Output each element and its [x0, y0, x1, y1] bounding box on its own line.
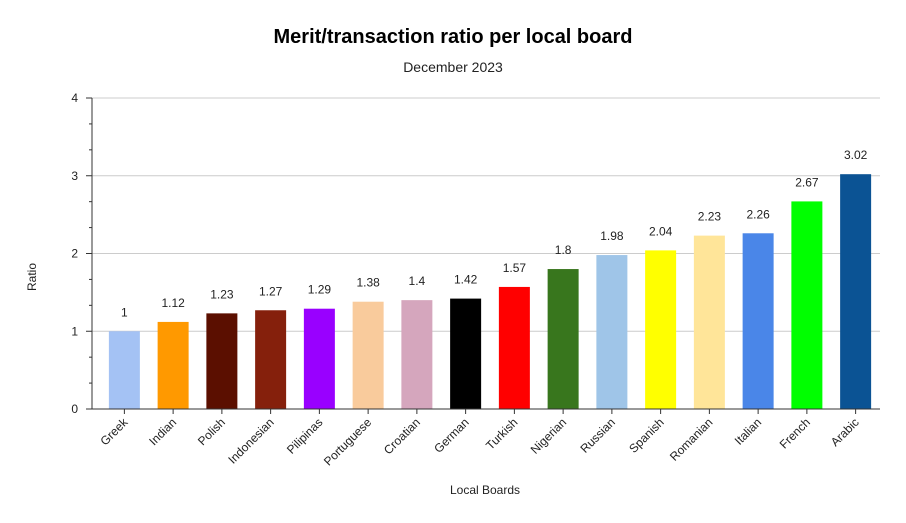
bar-turkish — [498, 286, 530, 409]
axes — [86, 97, 880, 414]
bar-portuguese — [352, 301, 384, 409]
x-tick-label: Russian — [577, 415, 618, 456]
x-tick-label: Polish — [195, 415, 228, 448]
bar-spanish — [645, 250, 677, 409]
x-tick-label: Nigerian — [528, 415, 570, 457]
bar-polish — [206, 313, 238, 409]
bar-german — [450, 298, 482, 409]
x-tick-label: Indonesian — [225, 415, 276, 466]
data-label: 1.29 — [308, 283, 332, 297]
data-label: 1.98 — [600, 229, 624, 243]
x-axis-title: Local Boards — [450, 483, 520, 497]
bar-russian — [596, 255, 628, 409]
data-label: 1.57 — [503, 261, 527, 275]
x-tick-label: French — [777, 415, 813, 451]
x-tick-label: Spanish — [626, 415, 667, 456]
y-tick-label: 0 — [71, 402, 78, 416]
x-tick-label: Croatian — [381, 415, 423, 457]
bar-greek — [108, 331, 140, 409]
data-label: 1.42 — [454, 273, 478, 287]
data-label: 2.26 — [746, 207, 770, 221]
data-label: 1.27 — [259, 284, 283, 298]
chart-title: Merit/transaction ratio per local board — [273, 26, 633, 48]
data-label: 1.23 — [210, 287, 234, 301]
x-tick-label: Arabic — [828, 415, 862, 449]
bar-indonesian — [255, 310, 287, 409]
data-label: 1.12 — [161, 296, 185, 310]
bars — [108, 174, 872, 409]
data-label: 2.04 — [649, 224, 673, 238]
data-label: 1.4 — [409, 274, 426, 288]
chart-subtitle: December 2023 — [403, 59, 503, 75]
bar-indian — [157, 321, 189, 409]
x-tick-label: Greek — [97, 415, 131, 449]
data-label: 1.8 — [555, 243, 572, 257]
data-label: 3.02 — [844, 148, 868, 162]
y-tick-label: 1 — [71, 324, 78, 338]
data-label: 1 — [121, 305, 128, 319]
y-tick-label: 4 — [71, 91, 78, 105]
bar-pilipinas — [303, 308, 335, 409]
y-axis-title: Ratio — [25, 263, 39, 291]
bar-croatian — [401, 300, 433, 409]
y-tick-label: 2 — [71, 247, 78, 261]
bar-french — [791, 201, 823, 409]
bar-romanian — [693, 235, 725, 409]
x-tick-label: German — [431, 415, 472, 456]
data-label: 2.67 — [795, 175, 819, 189]
data-label: 2.23 — [698, 210, 722, 224]
x-tick-label: Turkish — [483, 415, 520, 452]
x-tick-label: Italian — [732, 415, 765, 448]
x-tick-label: Portuguese — [321, 415, 375, 469]
x-tick-label: Pilipinas — [284, 415, 326, 457]
y-tick-label: 3 — [71, 169, 78, 183]
x-tick-label: Romanian — [667, 415, 716, 464]
bar-arabic — [840, 174, 872, 409]
x-tick-label: Indian — [146, 415, 179, 448]
data-label: 1.38 — [356, 276, 380, 290]
bar-nigerian — [547, 269, 579, 409]
bar-italian — [742, 233, 774, 409]
